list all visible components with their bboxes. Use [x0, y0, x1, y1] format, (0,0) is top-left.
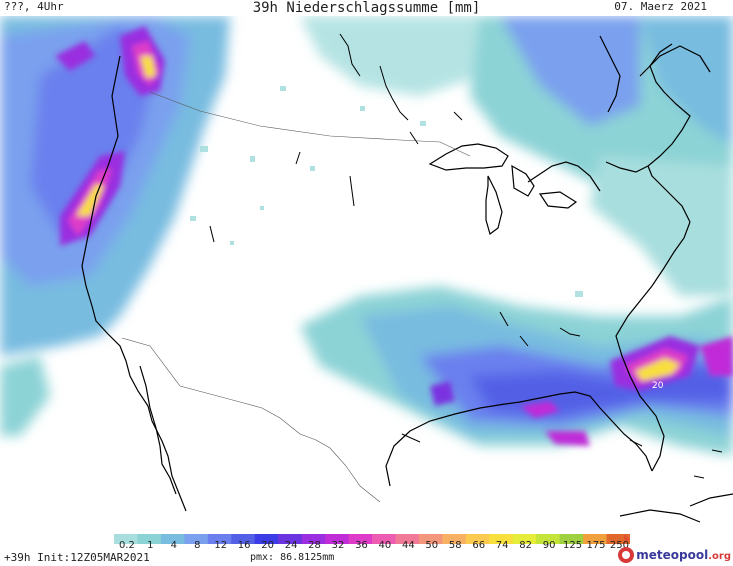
precip-bc-maximum: [55, 26, 165, 96]
legend-tick-label: 32: [331, 540, 345, 551]
meteopool-logo-icon: [618, 547, 635, 563]
legend-tick-label: 28: [308, 540, 321, 551]
precipitation-map: 20: [0, 16, 733, 529]
legend-tick-label: 250: [609, 540, 629, 551]
legend-tick-label: 12: [214, 540, 228, 551]
political-borders: [121, 91, 471, 503]
legend-tick-label: 1: [147, 540, 154, 551]
legend-tick-label: 16: [237, 540, 251, 551]
legend-swatches: [114, 534, 631, 544]
valid-date-label: 07. Maerz 2021: [614, 0, 707, 13]
legend-tick-label: 50: [425, 540, 439, 551]
precip-gulf-system: [300, 286, 733, 456]
color-legend: [114, 529, 631, 544]
legend-swatch: [301, 534, 326, 544]
legend-tick-label: 74: [495, 540, 509, 551]
legend-tick-label: 175: [586, 540, 606, 551]
legend-swatch: [137, 534, 162, 544]
legend-swatch: [278, 534, 303, 544]
legend-swatch: [442, 534, 467, 544]
max-value-label: 20: [652, 381, 664, 391]
pmx-label: pmx: 86.8125mm: [250, 552, 335, 563]
legend-tick-label: 82: [519, 540, 532, 551]
small-features: [209, 33, 723, 479]
legend-tick-label: 4: [170, 540, 177, 551]
legend-tick-label: 44: [401, 540, 415, 551]
legend-swatch: [160, 534, 185, 544]
legend-tick-label: 90: [542, 540, 556, 551]
legend-swatch: [536, 534, 561, 544]
legend-swatch: [606, 534, 631, 544]
legend-tick-label: 24: [284, 540, 298, 551]
legend-swatch: [114, 534, 138, 544]
init-time-label: +39h Init:12Z05MAR2021: [4, 551, 150, 564]
legend-swatch: [348, 534, 373, 544]
logo-suffix-text: .org: [708, 551, 731, 562]
legend-tick-label: 8: [194, 540, 201, 551]
legend-swatch: [489, 534, 514, 544]
legend-swatch: [512, 534, 537, 544]
legend-ticks: 0.2 1 4 8 12 16 20 24 28 32 36 40 44 50 58 66 74 82 90 125 1…: [114, 540, 630, 552]
map-title: 39h Niederschlagssumme [mm]: [252, 0, 481, 16]
legend-swatch: [372, 534, 396, 544]
precip-scattered: [190, 86, 583, 297]
legend-swatch: [325, 534, 350, 544]
legend-swatch: [583, 534, 608, 544]
legend-tick-label: 125: [562, 540, 583, 551]
legend-tick-label: 40: [378, 540, 392, 551]
legend-swatch: [418, 534, 443, 544]
meteopool-logo[interactable]: meteopool.org: [618, 546, 731, 564]
legend-swatch: [559, 534, 584, 544]
map-canvas: 20: [0, 16, 733, 529]
legend-swatch: [465, 534, 490, 544]
coastlines: [81, 35, 733, 523]
legend-swatch: [231, 534, 256, 544]
precip-gulf-maxima: [430, 336, 733, 446]
legend-tick-label: 58: [448, 540, 462, 551]
forecast-time-label: ???, 4Uhr: [4, 0, 64, 13]
footer: 0.2 1 4 8 12 16 20 24 28 32 36 40 44 50 58 66 74 82 90 125 1…: [0, 529, 733, 566]
precip-canada: [300, 16, 733, 296]
legend-swatch: [184, 534, 209, 544]
legend-arrow: [624, 534, 630, 544]
legend-swatch: [207, 534, 232, 544]
legend-tick-label: 20: [261, 540, 274, 551]
legend-tick-label: 36: [355, 540, 368, 551]
legend-swatch: [254, 534, 279, 544]
logo-main-text: meteopool: [636, 548, 709, 562]
legend-tick-label: 0.2: [118, 540, 135, 551]
legend-tick-label: 66: [472, 540, 486, 551]
legend-swatch: [395, 534, 420, 544]
